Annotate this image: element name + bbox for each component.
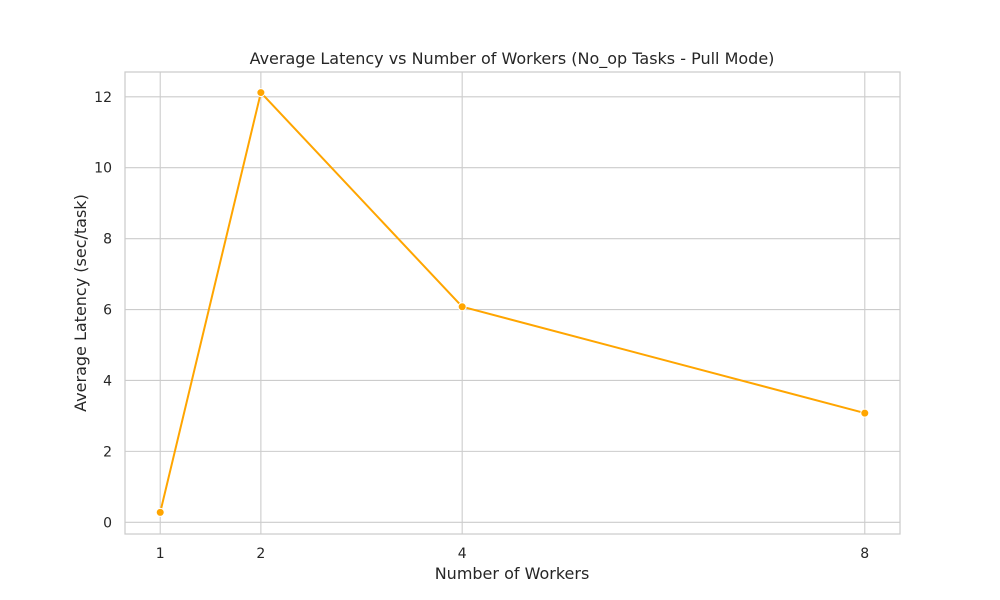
x-tick-label: 2 [256, 546, 265, 562]
series-line [159, 91, 866, 514]
gridlines [125, 72, 900, 534]
y-tick-label: 8 [103, 232, 112, 248]
data-point [155, 507, 165, 517]
y-tick-label: 6 [103, 303, 112, 319]
chart-title: Average Latency vs Number of Workers (No… [250, 49, 775, 69]
y-tick-label: 12 [94, 90, 112, 106]
x-tick-label: 8 [860, 546, 869, 562]
series-layer [155, 88, 870, 517]
data-point [457, 302, 467, 312]
data-point [860, 408, 870, 418]
plot-area-frame [124, 71, 901, 535]
y-axis-label: Average Latency (sec/task) [71, 194, 90, 412]
x-tick-label: 4 [458, 546, 467, 562]
y-tick-label: 4 [103, 373, 112, 389]
y-tick-label: 0 [103, 515, 112, 531]
data-point [256, 88, 266, 98]
x-axis-label: Number of Workers [435, 564, 590, 583]
y-tick-label: 10 [94, 161, 112, 177]
x-tick-label: 1 [156, 546, 165, 562]
y-tick-label: 2 [103, 444, 112, 460]
